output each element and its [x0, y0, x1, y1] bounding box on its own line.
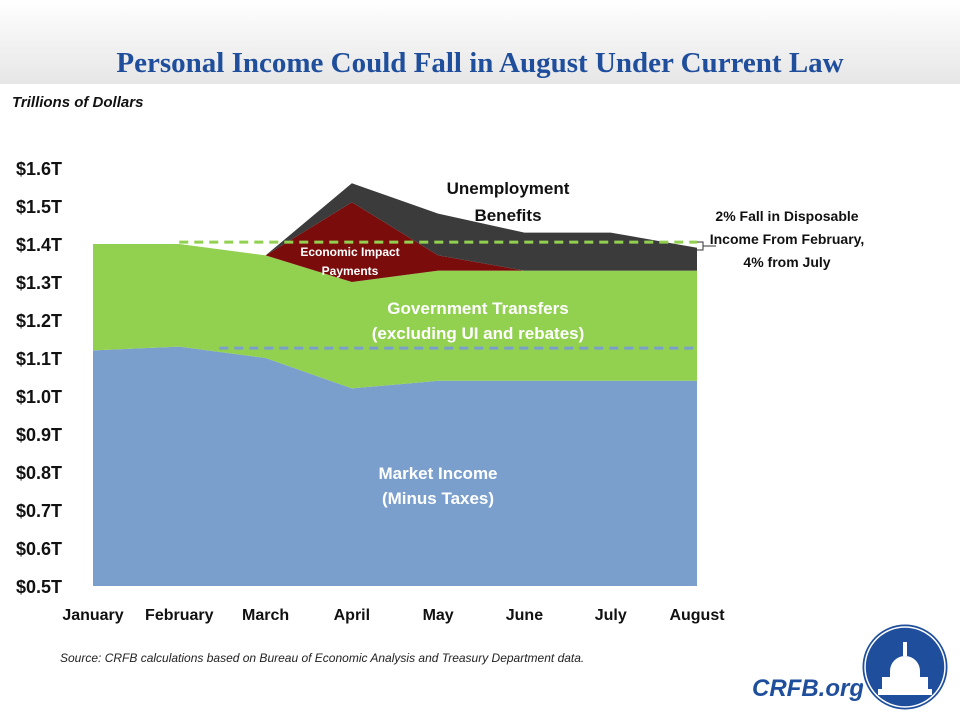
- x-tick-label: April: [334, 607, 370, 624]
- x-tick-label: January: [62, 607, 123, 624]
- area: [93, 346, 697, 586]
- y-tick-label: $1.6T: [16, 159, 62, 179]
- brand: CRFB.org: [752, 675, 864, 702]
- series-label: Market Income (Minus Taxes): [378, 464, 498, 508]
- y-tick-label: $0.5T: [16, 577, 62, 597]
- logo: [859, 621, 951, 713]
- series-label: Unemployment Benefits: [446, 179, 570, 225]
- header-band: [0, 0, 960, 84]
- y-tick-label: $1.2T: [16, 311, 62, 331]
- y-tick-label: $1.4T: [16, 235, 62, 255]
- x-tick-label: February: [145, 607, 214, 624]
- source: Source: CRFB calculations based on Burea…: [60, 651, 584, 665]
- y-tick-label: $1.5T: [16, 197, 62, 217]
- series-label: Government Transfers (excluding UI and r…: [371, 299, 585, 343]
- x-tick-label: March: [242, 607, 289, 624]
- x-tick-label: August: [669, 607, 725, 624]
- annotation: 2% Fall in Disposable Income From Februa…: [709, 208, 865, 270]
- annotation-bracket: [697, 241, 704, 251]
- y-tick-label: $0.8T: [16, 463, 62, 483]
- y-tick-label: $1.3T: [16, 273, 62, 293]
- y-tick-label: $0.7T: [16, 501, 62, 521]
- y-tick-label: $1.0T: [16, 387, 62, 407]
- y-axis-label: Trillions of Dollars: [12, 94, 143, 111]
- area: [93, 244, 697, 389]
- y-tick-label: $0.6T: [16, 539, 62, 559]
- series-label: Economic Impact Payments: [300, 245, 400, 278]
- y-tick-label: $0.9T: [16, 425, 62, 445]
- x-tick-label: June: [506, 607, 543, 624]
- x-tick-label: July: [595, 607, 627, 624]
- area: [93, 183, 697, 271]
- x-tick-label: May: [423, 607, 454, 624]
- y-tick-label: $1.1T: [16, 349, 62, 369]
- chart-title: Personal Income Could Fall in August Und…: [116, 47, 843, 79]
